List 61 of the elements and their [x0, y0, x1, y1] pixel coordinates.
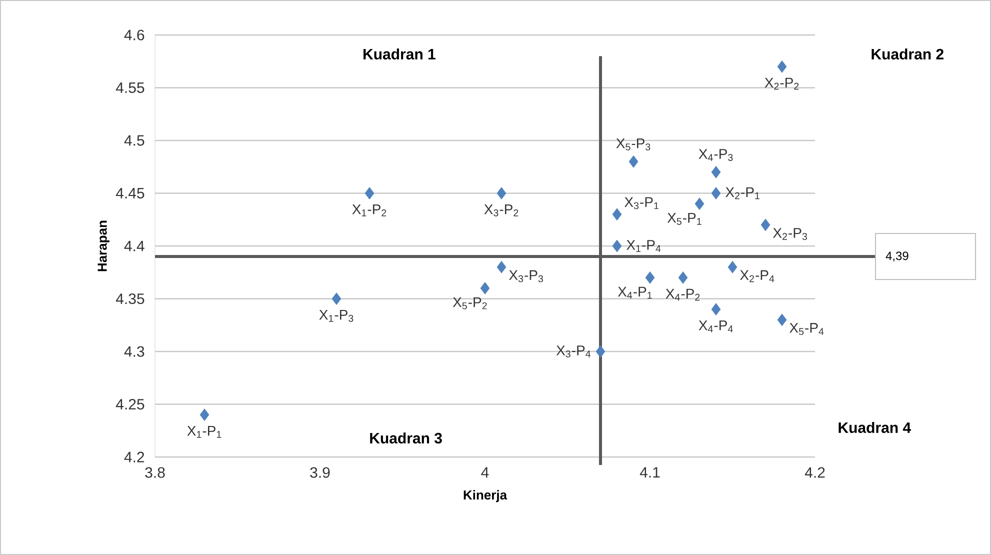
x-tick-label: 3.9: [310, 467, 330, 478]
y-tick-label: 4.3: [124, 346, 144, 357]
data-label: X$_{4}$-P$_{3}$: [698, 149, 733, 161]
data-label: X$_{4}$-P$_{4}$: [698, 320, 733, 332]
data-label: X$_{5}$-P$_{3}$: [616, 138, 650, 150]
data-label: X$_{5}$-P$_{2}$: [452, 297, 487, 310]
data-label: X$_{2}$-P$_{3}$: [773, 228, 808, 240]
text: Kuadran 4: [838, 422, 911, 433]
point: [777, 60, 787, 73]
x-tick-label: 3.8: [145, 467, 165, 478]
point: [711, 166, 721, 178]
point: [480, 282, 490, 294]
text: Kuadran 2: [872, 48, 944, 60]
x-tick-label: 4.2: [804, 467, 825, 478]
point: [364, 187, 374, 200]
x-tick-label: 4.1: [640, 467, 660, 478]
point: [200, 408, 210, 421]
annotation: Kuadran 1: [364, 48, 436, 60]
y-tick-label: 4.55: [116, 82, 144, 93]
data-label: X$_{3}$-P$_{1}$: [624, 197, 658, 210]
data-label: X$_{1}$-P$_{4}$: [626, 240, 661, 252]
y-tick-label: 4.4: [124, 240, 144, 252]
x-tick-label: 4: [481, 467, 489, 478]
y-tick-label: 4.45: [116, 188, 144, 198]
point: [728, 260, 738, 274]
data-label: X$_{1}$-P$_{3}$: [319, 310, 354, 322]
point: [596, 345, 606, 358]
point: [678, 271, 688, 284]
point: [777, 314, 787, 326]
point: [711, 187, 721, 200]
data-label: X$_{2}$-P$_{4}$: [740, 270, 774, 282]
ref-line-label: 4,39: [886, 252, 908, 262]
y-tick-label: 4.6: [124, 30, 144, 40]
data-label: X$_{1}$-P$_{1}$: [187, 426, 222, 438]
data-label: X$_{3}$-P$_{4}$: [556, 346, 591, 358]
point: [711, 303, 721, 316]
point: [645, 271, 655, 284]
point: [612, 240, 622, 252]
y-tick-label: 4.35: [116, 293, 144, 304]
point: [612, 208, 622, 221]
point: [628, 155, 638, 168]
y-tick-label: 4.5: [124, 135, 144, 146]
point: [496, 187, 506, 200]
x-axis-title: Kinerja: [464, 490, 508, 502]
data-label: X$_{3}$-P$_{3}$: [509, 270, 544, 282]
y-axis-title: Harapan: [98, 220, 110, 272]
point: [496, 260, 506, 274]
point: [332, 292, 342, 305]
annotation: Kuadran 3: [370, 432, 442, 444]
data-label: X$_{2}$-P$_{1}$: [726, 187, 760, 200]
data-label: X$_{2}$-P$_{2}$: [764, 78, 799, 90]
data-label: X$_{1}$-P$_{2}$: [352, 204, 386, 216]
data-label: X$_{5}$-P$_{1}$: [667, 213, 702, 225]
y-tick-label: 4.25: [116, 398, 144, 410]
data-label: X$_{4}$-P$_{2}$: [666, 288, 700, 301]
data-label: X$_{5}$-P$_{4}$: [790, 323, 824, 335]
y-tick-label: 4.2: [124, 452, 144, 462]
data-label: X$_{4}$-P$_{1}$: [618, 286, 652, 299]
data-label: X$_{3}$-P$_{2}$: [484, 204, 518, 216]
point: [760, 218, 770, 232]
point: [694, 198, 704, 210]
